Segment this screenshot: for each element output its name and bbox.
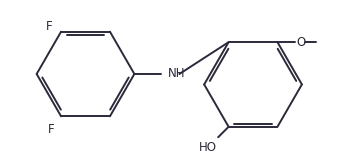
Text: O: O xyxy=(297,36,306,49)
Text: F: F xyxy=(47,123,54,136)
Text: HO: HO xyxy=(198,141,216,154)
Text: F: F xyxy=(46,20,52,33)
Text: NH: NH xyxy=(168,67,185,80)
